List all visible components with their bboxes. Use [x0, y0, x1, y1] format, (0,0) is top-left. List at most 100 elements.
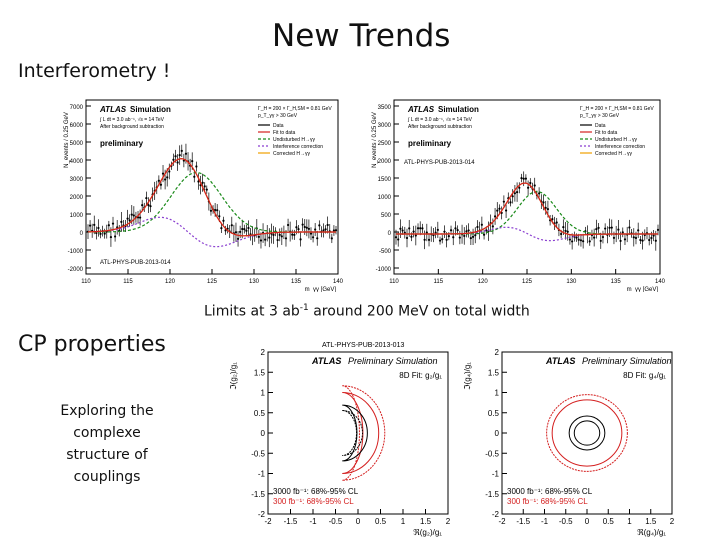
data-point: [533, 184, 536, 187]
data-point: [174, 155, 177, 158]
x-tick-label: -1.5: [284, 517, 298, 526]
data-point: [634, 236, 638, 240]
data-point: [656, 228, 660, 231]
x-tick-label: 115: [123, 279, 133, 285]
data-point: [654, 239, 657, 242]
y-tick-label: 0.5: [488, 409, 500, 418]
y-axis-label: ℑ(g₂)/g₁: [229, 362, 238, 390]
y-tick-label: 5000: [70, 141, 84, 147]
cl-contour: [568, 415, 606, 451]
data-point: [623, 238, 627, 241]
data-point: [597, 226, 600, 230]
y-tick-label: 1.5: [488, 368, 500, 377]
plot-frame: [501, 351, 673, 515]
y-tick-label: 2: [261, 348, 266, 357]
data-point: [291, 233, 294, 236]
legend-entry: Data: [273, 123, 284, 129]
legend-entry: Interference correction: [273, 144, 323, 150]
cl-contour: [342, 385, 386, 481]
data-point: [286, 223, 290, 227]
y-tick-label: -500: [379, 249, 392, 255]
data-point: [113, 235, 117, 238]
y-tick-label: -1: [492, 470, 500, 479]
x-tick-label: 130: [249, 279, 260, 285]
x-tick-label: -0.5: [329, 517, 343, 526]
atlas-label: ATLAS: [545, 356, 575, 366]
cl-contour: [573, 420, 601, 446]
x-tick-label: 0: [356, 517, 361, 526]
data-point: [222, 219, 225, 222]
data-point: [220, 227, 223, 230]
data-point: [637, 229, 640, 232]
explore-text: Exploring the complexe structure of coup…: [40, 400, 174, 488]
data-point: [243, 228, 246, 231]
data-point: [126, 217, 129, 220]
data-point: [209, 209, 213, 212]
atlas-label: ATLAS: [311, 356, 341, 366]
explore-line: couplings: [73, 469, 141, 485]
atlas-label: ATLAS: [99, 105, 127, 114]
data-point: [311, 236, 315, 239]
y-tick-label: 3500: [378, 105, 392, 111]
cp-plot-right: 2 1.5 1 0.5 0 -0.5 -1 -1.5 -2 -2 -1.5 -1 -0.5 0 0.5 1 1.…: [460, 338, 680, 538]
data-point: [458, 236, 461, 239]
width-label: Γ_H = 200 × Γ_H,SM = 0.81 GeV: [580, 106, 654, 112]
cp-plot-left: ATL-PHYS-PUB-2013-013 2 1.5 1 0.5 0 -0.5 -1 -1.5…: [226, 338, 456, 538]
data-point: [449, 229, 453, 232]
y-tick-label: 0: [80, 231, 84, 237]
data-point: [610, 226, 613, 229]
data-point: [408, 227, 411, 230]
data-point: [560, 232, 563, 236]
data-point: [650, 236, 653, 240]
y-tick-label: 0: [261, 429, 266, 438]
data-point: [421, 227, 424, 230]
sub-label: Preliminary Simulation: [348, 356, 438, 366]
data-point: [434, 231, 437, 234]
y-tick-label: 0.5: [254, 409, 266, 418]
data-point: [247, 226, 250, 230]
legend-entry: Undisturbed H→γγ: [595, 137, 637, 143]
data-point: [276, 238, 279, 242]
data-point: [268, 236, 271, 239]
x-tick-label: 125: [522, 279, 533, 285]
data-point: [582, 240, 585, 243]
data-point: [641, 239, 644, 242]
x-tick-label: 140: [333, 279, 344, 285]
data-point: [157, 179, 160, 182]
plot-frame: [267, 351, 449, 515]
legend-300: 300 fb⁻¹: 68%-95% CL: [273, 497, 354, 506]
y-tick-label: 0: [388, 231, 392, 237]
data-point: [443, 230, 446, 233]
data-point: [394, 236, 398, 239]
data-point: [97, 226, 100, 230]
data-point: [423, 238, 426, 241]
y-axis-label: N_events / 0.25 GeV: [64, 112, 70, 168]
data-point: [297, 227, 300, 231]
pub-label: ATL-PHYS-PUB-2013-014: [404, 160, 475, 166]
data-point: [544, 206, 547, 209]
data-point: [555, 221, 558, 224]
data-point: [456, 229, 459, 232]
data-point: [107, 224, 110, 227]
legend-entry: Undisturbed H→γγ: [273, 137, 315, 143]
data-point: [414, 234, 417, 237]
data-point: [180, 149, 183, 152]
diphoton-left-svg: 7000 6000 5000 4000 3000 2000 1000 0 -1000 -2000 1…: [64, 99, 344, 292]
data-point: [496, 209, 499, 212]
data-point: [203, 185, 206, 188]
y-tick-label: -0.5: [251, 449, 265, 458]
data-point: [216, 209, 219, 212]
x-tick-label: 1.5: [645, 517, 657, 526]
y-tick-label: 1000: [70, 213, 84, 219]
y-tick-label: -1: [258, 470, 266, 479]
data-point: [416, 227, 420, 230]
data-point: [522, 177, 525, 180]
x-tick-label: 2: [446, 517, 451, 526]
data-point: [518, 186, 521, 189]
pt-label: p_T_γγ > 30 GeV: [258, 113, 298, 119]
legend-3000: 3000 fb⁻¹: 68%-95% CL: [507, 487, 593, 496]
data-point: [234, 231, 238, 234]
y-tick-label: 4000: [70, 159, 84, 165]
data-point: [307, 227, 311, 230]
cp-right-svg: 2 1.5 1 0.5 0 -0.5 -1 -1.5 -2-2 -1.5 -1 -0.5 0 0.5 1 1.…: [463, 348, 675, 537]
